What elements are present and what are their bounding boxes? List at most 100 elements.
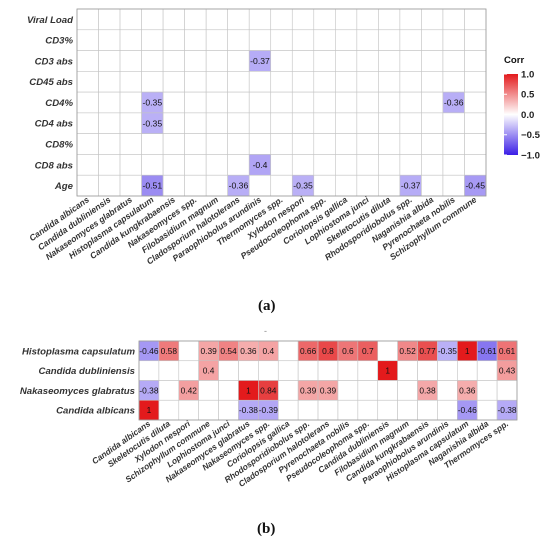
heatmap-cell	[76, 154, 99, 176]
heatmap-cell	[248, 174, 272, 197]
heatmap-cell	[313, 50, 336, 72]
row-label-cd4-abs: CD4 abs	[35, 119, 73, 130]
heatmap-cell	[335, 50, 358, 72]
row-label-histoplasma-capsulatum: Histoplasma capsulatum	[22, 346, 135, 357]
heatmap-cell	[335, 112, 358, 134]
heatmap-cell	[205, 112, 228, 134]
legend-tick-label: 0.0	[521, 110, 534, 121]
heatmap-cell	[378, 112, 401, 134]
heatmap-cell	[442, 112, 465, 134]
heatmap-cell	[397, 360, 418, 381]
heatmap-cell	[98, 29, 121, 51]
heatmap-cell	[270, 174, 293, 197]
heatmap-cell	[184, 50, 207, 72]
cell-value-label: 0.7	[362, 346, 374, 356]
cell-value-label: -0.38	[498, 405, 517, 415]
heatmap-cell	[378, 71, 401, 93]
heatmap-cell	[291, 29, 315, 51]
heatmap-cell	[141, 29, 164, 51]
heatmap-cell	[313, 8, 336, 31]
heatmap-cell	[76, 174, 99, 197]
heatmap-cell	[335, 133, 358, 155]
cell-value-label: 1	[246, 385, 251, 395]
heatmap-cell	[218, 380, 239, 401]
heatmap-cell	[184, 174, 207, 197]
heatmap-cell	[218, 360, 239, 381]
heatmap-a: -0.37 -0.35 -0.36 -0.35 -0.4 -0.51 -0.36 -0.35 -…	[27, 8, 487, 266]
heatmap-cell	[357, 399, 379, 421]
heatmap-cell	[356, 71, 379, 93]
heatmap-cell	[184, 8, 207, 31]
cell-value-label: 1	[385, 366, 390, 376]
heatmap-cell	[98, 8, 121, 31]
heatmap-cell	[464, 71, 487, 93]
heatmap-cell	[270, 8, 293, 31]
heatmap-cell	[335, 29, 358, 51]
heatmap-cell	[357, 360, 379, 381]
heatmap-cell	[76, 133, 99, 155]
heatmap-cell	[464, 8, 487, 31]
row-label-cd3-abs: CD3 abs	[35, 56, 73, 67]
heatmap-cell	[421, 91, 444, 114]
heatmap-border	[138, 340, 518, 421]
heatmap-cell	[98, 174, 121, 197]
heatmap-cell	[417, 399, 438, 421]
heatmap-cell	[378, 133, 401, 155]
heatmap-cell	[205, 29, 228, 51]
cell-value-label: 0.77	[419, 346, 436, 356]
heatmap-cell	[227, 154, 250, 176]
heatmap-cell	[141, 71, 164, 93]
heatmap-cell	[141, 154, 164, 176]
heatmap-cell	[205, 8, 228, 31]
cell-value-label: 0.4	[203, 366, 215, 376]
heatmap-cell	[248, 71, 272, 93]
heatmap-cell	[98, 133, 121, 155]
legend-tick-label: 1.0	[521, 69, 534, 80]
heatmap-cell	[313, 133, 336, 155]
heatmap-cell	[227, 71, 250, 93]
heatmap-cell	[98, 154, 121, 176]
cell-value-label: -0.4	[253, 160, 268, 170]
heatmap-b: -0.46 0.58 0.39 0.54 0.36 0.4 0.66 0.8 0.6 0.7 0.5…	[20, 340, 518, 489]
cell-value-label: 0.36	[240, 346, 257, 356]
cell-value-label: -0.35	[438, 346, 457, 356]
heatmap-cell	[119, 112, 142, 134]
heatmap-cell	[138, 360, 160, 381]
cell-value-label: -0.35	[143, 118, 163, 128]
heatmap-cell	[356, 29, 379, 51]
heatmap-cell	[399, 112, 422, 134]
heatmap-cell	[378, 50, 401, 72]
cell-value-label: -0.37	[250, 56, 270, 66]
heatmap-cell	[421, 133, 444, 155]
heatmap-cell	[442, 29, 465, 51]
heatmap-cell	[297, 360, 319, 381]
heatmap-cell	[248, 29, 272, 51]
heatmap-cell	[227, 8, 250, 31]
cell-value-label: 0.52	[399, 346, 416, 356]
cell-value-label: 0.42	[181, 385, 198, 395]
heatmap-cell	[335, 8, 358, 31]
row-label-cd8-abs: CD8 abs	[35, 160, 73, 171]
cell-value-label: 0.8	[322, 346, 334, 356]
heatmap-cell	[313, 29, 336, 51]
heatmap-cell	[335, 154, 358, 176]
heatmap-cell	[158, 380, 180, 401]
heatmap-cell	[421, 71, 444, 93]
heatmap-cell	[205, 91, 228, 114]
heatmap-cell	[356, 91, 379, 114]
heatmap-cell	[141, 133, 164, 155]
heatmap-cell	[98, 71, 121, 93]
cell-value-label: -0.45	[465, 181, 485, 191]
heatmap-cell	[335, 91, 358, 114]
heatmap-cell	[158, 360, 180, 381]
heatmap-cell	[227, 91, 250, 114]
heatmap-cell	[270, 154, 293, 176]
heatmap-cell	[378, 91, 401, 114]
row-label-nakaseomyces-glabratus: Nakaseomyces glabratus	[20, 386, 135, 397]
cell-value-label: 1	[465, 346, 470, 356]
corr-legend: Corr 1.0 0.5 0.0 −0.5 −1.0	[504, 55, 541, 161]
heatmap-cell	[337, 360, 359, 381]
heatmap-cell	[317, 360, 339, 381]
heatmap-cell	[76, 29, 99, 51]
legend-tick-label: −0.5	[521, 130, 541, 141]
